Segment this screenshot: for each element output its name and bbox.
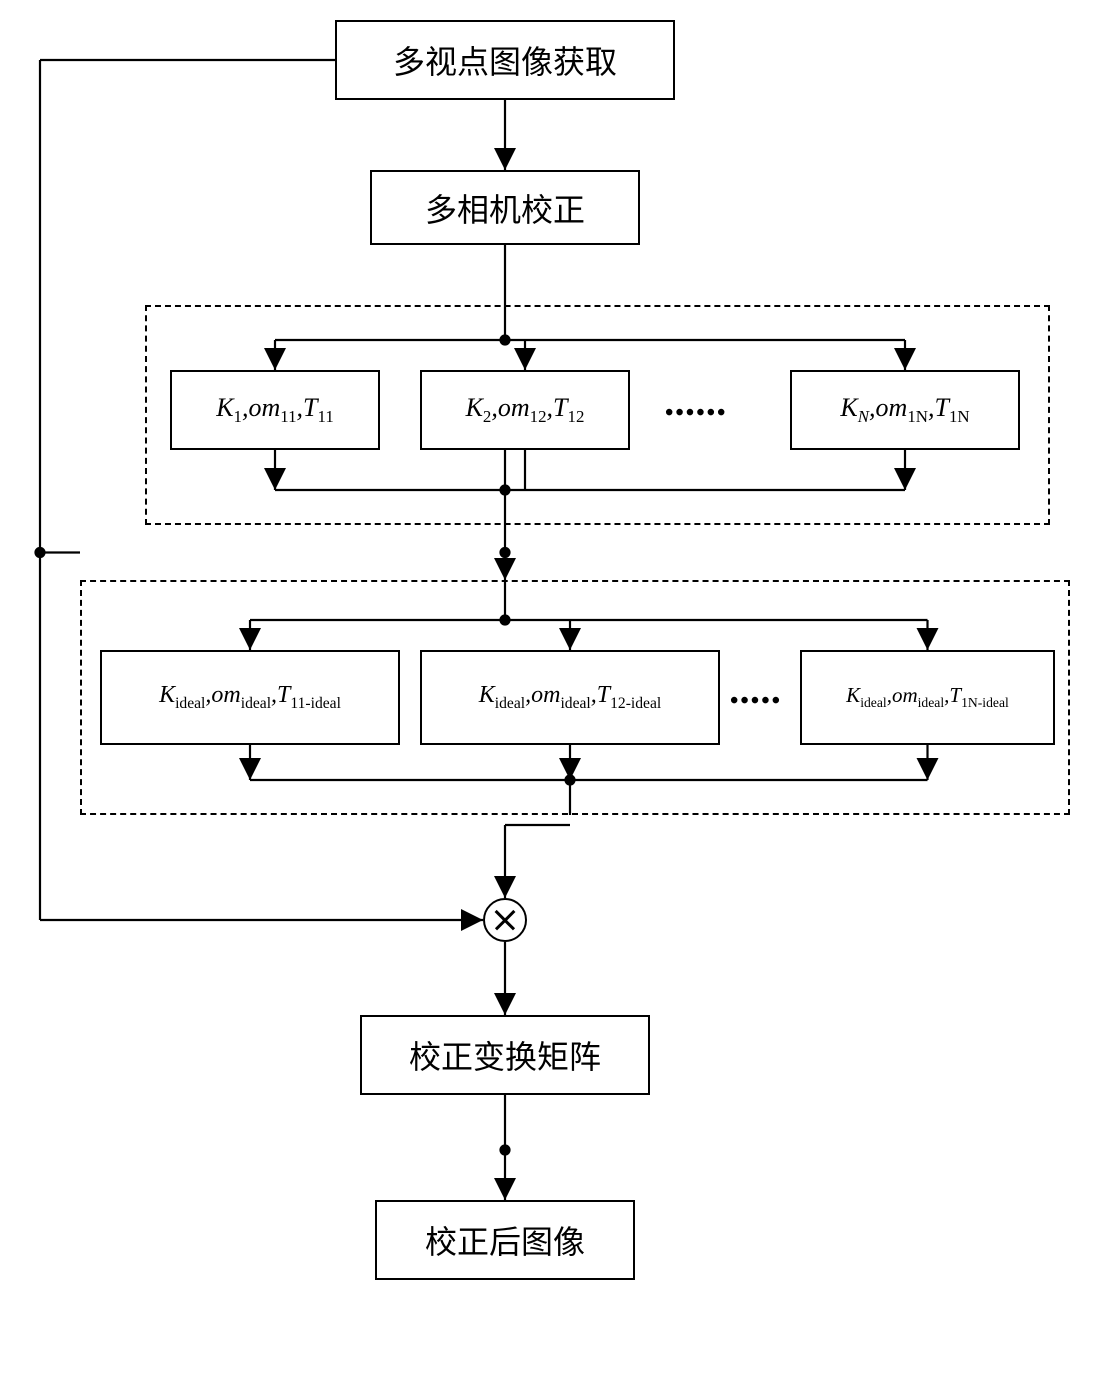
param-box-ideal-2: Kideal,omideal,T12-ideal	[420, 650, 720, 745]
param-box-ideal-n: Kideal,omideal,T1N-ideal	[800, 650, 1055, 745]
param-box-k1: K1,om11,T11	[170, 370, 380, 450]
multiply-node	[483, 898, 527, 942]
dots-group1: ••••••	[665, 400, 727, 427]
param-box-k2: K2,om12,T12	[420, 370, 630, 450]
param-ideal-2: Kideal,omideal,T12-ideal	[479, 682, 661, 713]
param-kn: KN,om1N,T1N	[840, 393, 969, 427]
dots-group2: •••••	[730, 688, 782, 715]
matrix-label: 校正变换矩阵	[409, 1032, 601, 1078]
param-ideal-1: Kideal,omideal,T11-ideal	[159, 682, 341, 713]
step-acquire-images: 多视点图像获取	[335, 20, 675, 100]
param-k1: K1,om11,T11	[216, 393, 334, 427]
step-calib-label: 多相机校正	[425, 185, 585, 231]
param-ideal-n: Kideal,omideal,T1N-ideal	[846, 683, 1009, 711]
param-box-kn: KN,om1N,T1N	[790, 370, 1020, 450]
param-box-ideal-1: Kideal,omideal,T11-ideal	[100, 650, 400, 745]
param-k2: K2,om12,T12	[466, 393, 585, 427]
out-label: 校正后图像	[425, 1217, 585, 1263]
step-acquire-label: 多视点图像获取	[393, 37, 617, 83]
step-output-image: 校正后图像	[375, 1200, 635, 1280]
step-multi-camera-calib: 多相机校正	[370, 170, 640, 245]
step-correction-matrix: 校正变换矩阵	[360, 1015, 650, 1095]
